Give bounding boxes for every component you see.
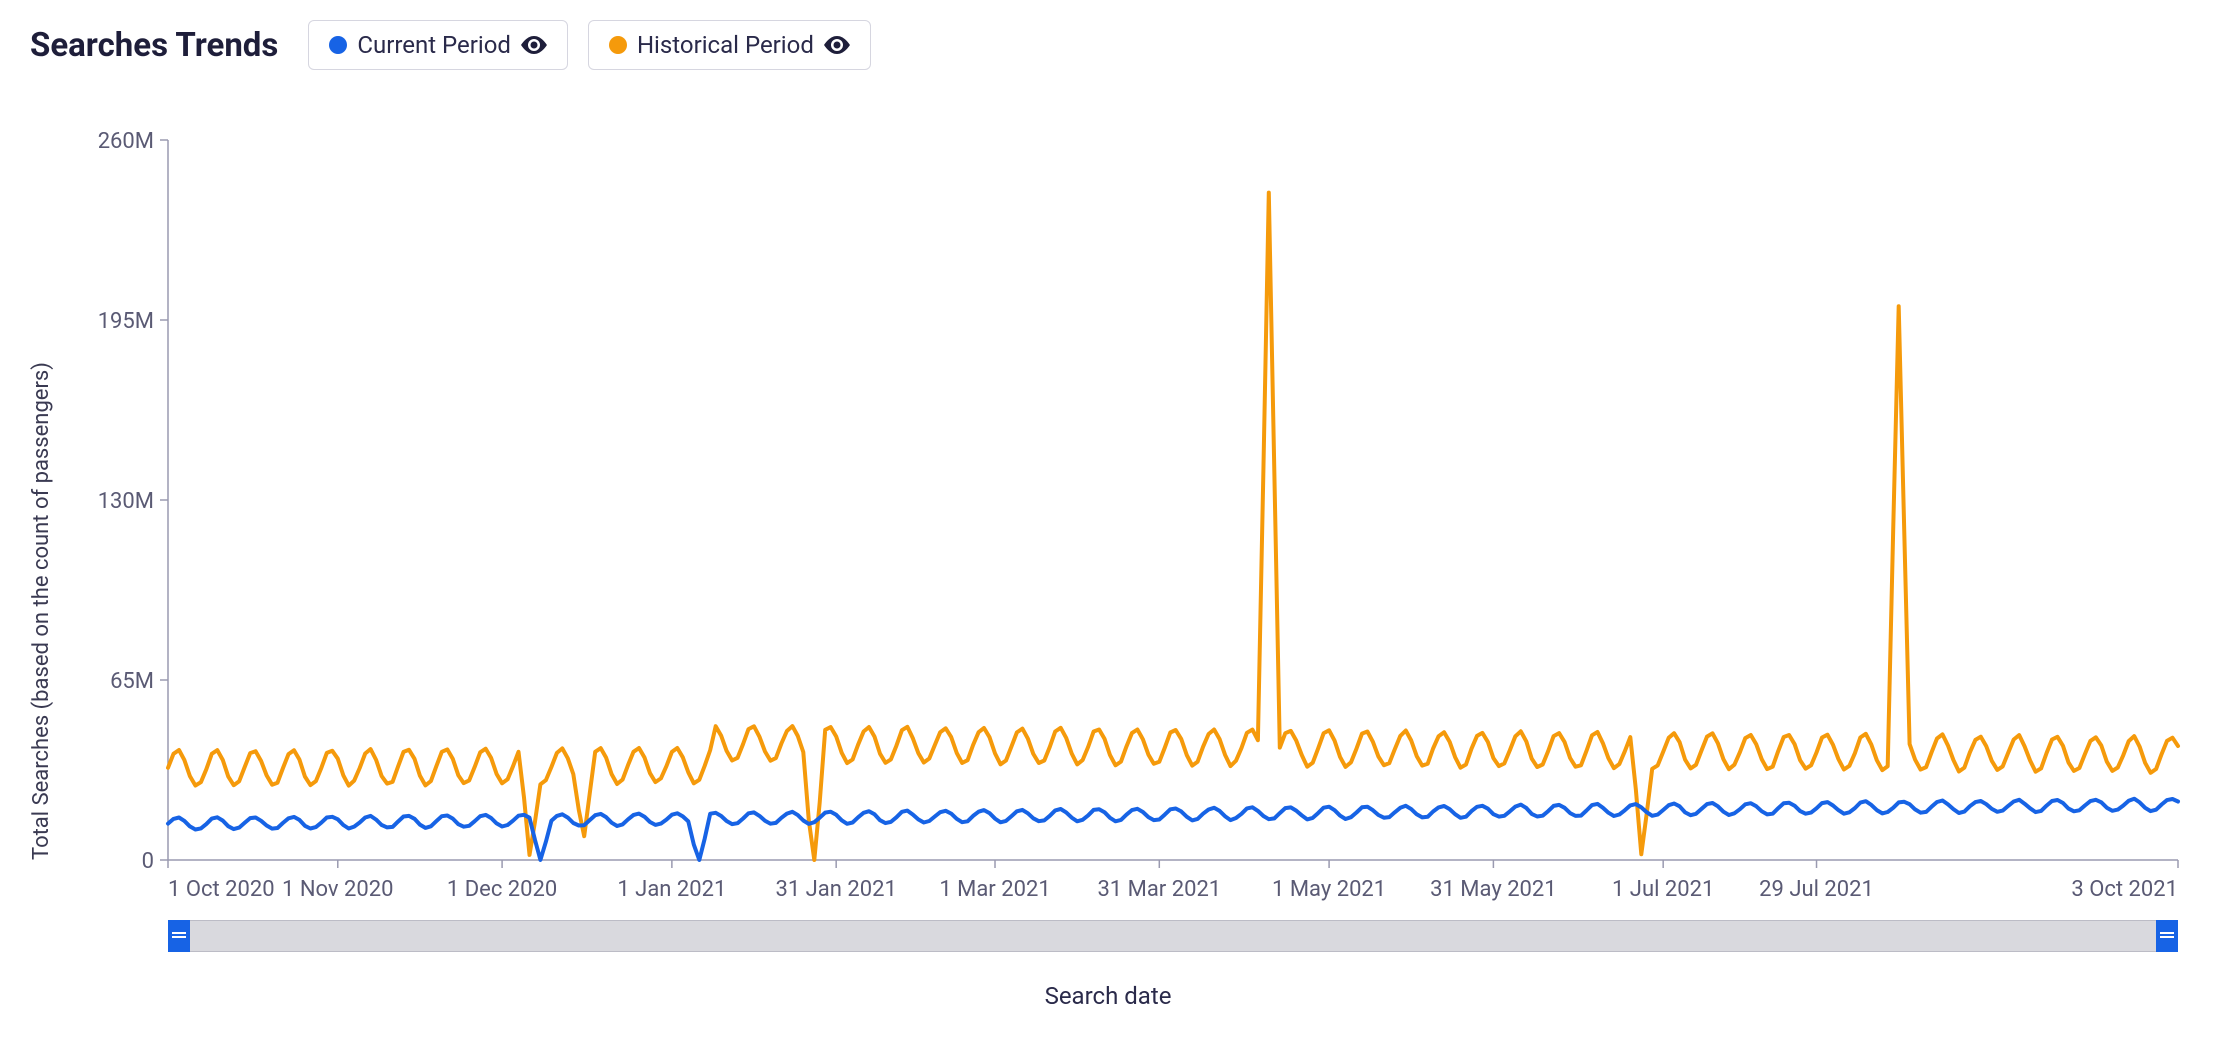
legend-label-current: Current Period (357, 31, 511, 59)
eye-icon (824, 36, 850, 54)
svg-text:29 Jul 2021: 29 Jul 2021 (1759, 877, 1874, 902)
svg-text:1 May 2021: 1 May 2021 (1272, 877, 1386, 902)
svg-text:1 Jul 2021: 1 Jul 2021 (1612, 877, 1714, 902)
svg-text:Total Searches (based on the c: Total Searches (based on the count of pa… (29, 362, 54, 860)
svg-text:130M: 130M (98, 489, 154, 514)
line-chart-svg: 0 65M 130M 195M 260M 1 Oct 2020 1 Nov 2020 1 De… (20, 120, 2196, 920)
range-handle-left[interactable] (168, 920, 190, 952)
series-line-historical (168, 193, 2178, 860)
series-line-current (168, 799, 2178, 860)
x-axis-title: Search date (20, 982, 2196, 1010)
range-handle-right[interactable] (2156, 920, 2178, 952)
chart-plot-area: 0 65M 130M 195M 260M 1 Oct 2020 1 Nov 2020 1 De… (20, 120, 2196, 920)
legend-item-historical[interactable]: Historical Period (588, 20, 871, 70)
legend-label-historical: Historical Period (637, 31, 814, 59)
chart-header: Searches Trends Current Period Historica… (20, 20, 2196, 70)
legend-swatch-historical (609, 36, 627, 54)
svg-text:1 Oct 2020: 1 Oct 2020 (168, 877, 275, 902)
svg-text:1 Jan 2021: 1 Jan 2021 (617, 877, 726, 902)
svg-text:31 Mar 2021: 31 Mar 2021 (1097, 877, 1221, 902)
legend-item-current[interactable]: Current Period (308, 20, 568, 70)
svg-text:260M: 260M (98, 129, 154, 154)
svg-text:65M: 65M (110, 669, 154, 694)
svg-text:1 Dec 2020: 1 Dec 2020 (447, 877, 557, 902)
chart-card: Searches Trends Current Period Historica… (0, 0, 2226, 1056)
svg-text:3 Oct 2021: 3 Oct 2021 (2071, 877, 2178, 902)
svg-text:31 May 2021: 31 May 2021 (1430, 877, 1557, 902)
svg-text:31 Jan 2021: 31 Jan 2021 (775, 877, 896, 902)
svg-text:1 Mar 2021: 1 Mar 2021 (939, 877, 1050, 902)
svg-text:195M: 195M (98, 309, 154, 334)
range-slider[interactable] (168, 920, 2178, 952)
chart-title: Searches Trends (30, 26, 278, 65)
svg-text:0: 0 (142, 849, 154, 874)
legend-swatch-current (329, 36, 347, 54)
svg-text:1 Nov 2020: 1 Nov 2020 (282, 877, 393, 902)
legend: Current Period Historical Period (308, 20, 871, 70)
range-track[interactable] (168, 920, 2178, 952)
eye-icon (521, 36, 547, 54)
